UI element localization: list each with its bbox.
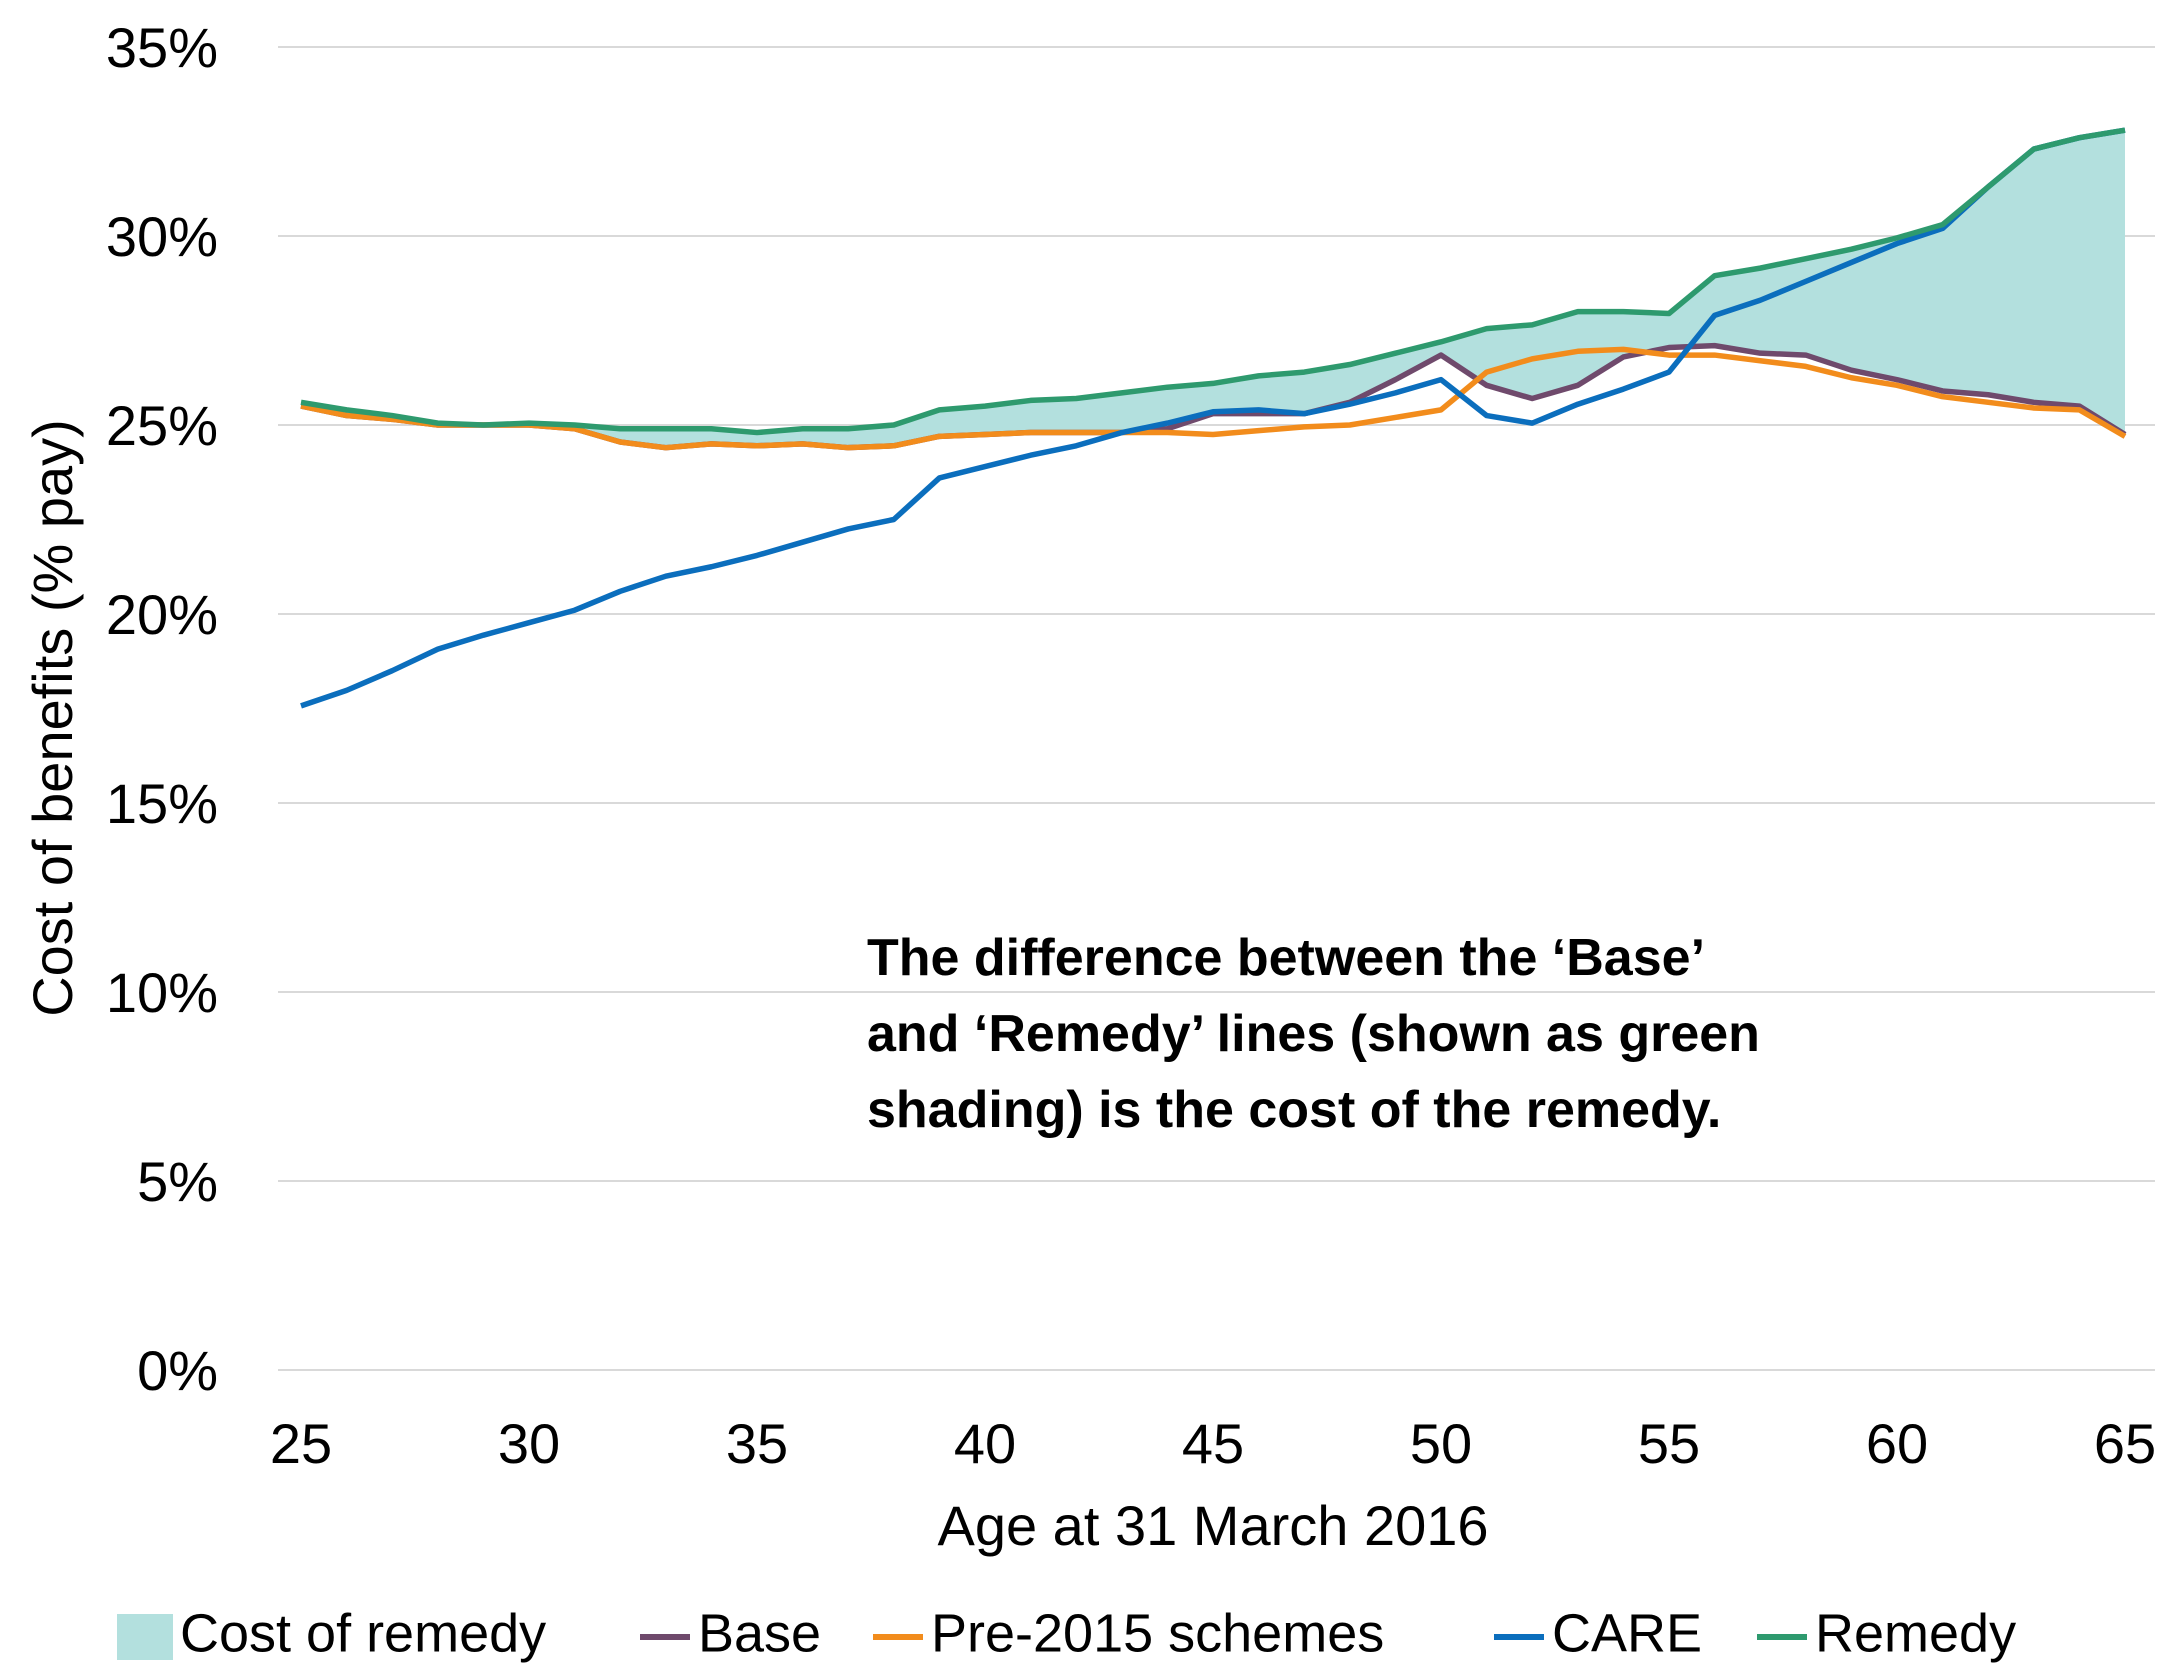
x-tick-label: 30 <box>498 1412 560 1475</box>
y-tick-label: 15% <box>106 772 218 835</box>
y-tick-label: 10% <box>106 961 218 1024</box>
x-tick-label: 45 <box>1182 1412 1244 1475</box>
y-tick-label: 20% <box>106 583 218 646</box>
series-line <box>300 346 2127 451</box>
y-tick-label: 35% <box>106 16 218 79</box>
annotation: shading) is the cost of the remedy. <box>867 1081 1721 1139</box>
x-tick-label: 50 <box>1410 1412 1472 1475</box>
x-axis-title: Age at 31 March 2016 <box>937 1494 1488 1557</box>
y-axis-title: Cost of benefits (% pay) <box>21 419 84 1017</box>
x-tick-label: 65 <box>2094 1412 2156 1475</box>
annotation: The difference between the ‘Base’ <box>867 929 1705 987</box>
legend-label: Cost of remedy <box>180 1603 546 1663</box>
series-line <box>300 127 2126 436</box>
series-line <box>300 127 2126 709</box>
annotation: and ‘Remedy’ lines (shown as green <box>867 1005 1760 1063</box>
y-tick-label: 25% <box>106 394 218 457</box>
y-tick-label: 30% <box>106 205 218 268</box>
x-tick-label: 40 <box>954 1412 1016 1475</box>
x-tick-label: 60 <box>1866 1412 1928 1475</box>
x-tick-label: 55 <box>1638 1412 1700 1475</box>
legend-label: Base <box>698 1603 821 1663</box>
y-tick-label: 5% <box>137 1150 218 1213</box>
legend-label: Pre-2015 schemes <box>931 1603 1384 1663</box>
y-tick-label: 0% <box>137 1339 218 1402</box>
legend-swatch <box>117 1614 173 1660</box>
x-tick-label: 35 <box>726 1412 788 1475</box>
legend-label: CARE <box>1552 1603 1702 1663</box>
legend-label: Remedy <box>1815 1603 2016 1663</box>
x-tick-label: 25 <box>270 1412 332 1475</box>
remedy-cost-area <box>301 130 2125 448</box>
